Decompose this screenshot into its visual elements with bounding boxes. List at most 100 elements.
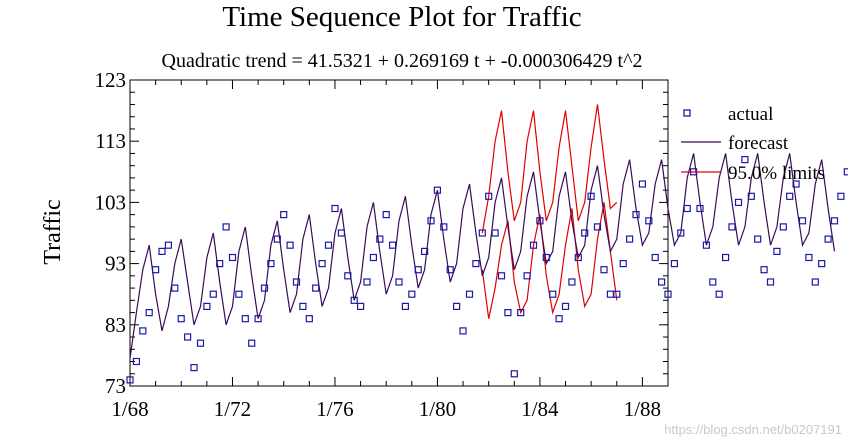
actual-point [837, 192, 845, 200]
actual-point [606, 290, 615, 298]
actual-point [152, 266, 160, 274]
actual-point [164, 241, 172, 249]
legend-actual-marker [683, 109, 691, 117]
legend: actual forecast 95.0% limits [681, 104, 825, 184]
actual-point [779, 223, 787, 231]
actual-point [529, 241, 538, 249]
actual-point [824, 235, 832, 243]
upper-limit-line [481, 104, 618, 234]
actual-point [337, 229, 345, 237]
actual-point [324, 241, 333, 249]
actual-point [267, 260, 275, 268]
actual-point [158, 247, 166, 255]
forecast-line [129, 153, 836, 359]
actual-point [747, 192, 755, 200]
actual-point [504, 309, 512, 317]
actual-point [395, 278, 403, 286]
actual-point [260, 284, 269, 292]
actual-point [478, 229, 486, 237]
actual-point [600, 266, 608, 274]
actual-point [517, 309, 525, 317]
actual-point [171, 284, 179, 292]
actual-point [593, 223, 602, 231]
actual-point [721, 253, 730, 262]
actual-point [561, 302, 570, 310]
actual-point [216, 260, 224, 268]
actual-point [273, 235, 281, 243]
actual-point [792, 180, 800, 188]
actual-point [203, 302, 211, 310]
actual-point [549, 290, 557, 298]
actual-point [728, 223, 736, 231]
actual-point [318, 260, 326, 268]
actual-point [581, 229, 589, 237]
actual-point [702, 241, 711, 249]
x-tick-label: 1/88 [624, 397, 661, 421]
y-tick-label: 123 [95, 68, 127, 92]
chart-title: Time Sequence Plot for Traffic [222, 1, 581, 33]
actual-point [709, 278, 717, 286]
actual-point [280, 211, 288, 219]
actual-point [369, 253, 377, 262]
x-tick-label: 1/72 [214, 397, 251, 421]
actual-point [427, 217, 435, 225]
actual-point [638, 180, 647, 188]
actual-point [453, 302, 461, 310]
actual-point [376, 235, 384, 243]
actual-point [613, 290, 621, 298]
actual-point [773, 247, 781, 255]
actual-point [485, 192, 493, 200]
actual-point [248, 339, 256, 347]
limits-series [481, 104, 618, 319]
actual-point [491, 229, 499, 237]
actual-point [440, 223, 448, 231]
y-tick-label: 93 [105, 252, 126, 276]
actual-point [542, 253, 550, 262]
actual-point [754, 235, 762, 243]
actual-point [459, 327, 467, 335]
actual-point [657, 278, 666, 286]
actual-point [241, 315, 249, 323]
actual-point [401, 302, 409, 310]
actual-point [677, 229, 685, 237]
actual-point [196, 339, 205, 347]
actual-point [472, 260, 480, 268]
plot-border [129, 79, 669, 387]
actual-point [190, 364, 198, 372]
actual-point [132, 357, 140, 366]
actual-point [139, 327, 147, 335]
legend-limits-label: 95.0% limits [728, 163, 825, 184]
actual-point [632, 211, 640, 219]
y-tick-label: 103 [95, 190, 127, 214]
x-tick-label: 1/68 [111, 397, 148, 421]
actual-point [664, 290, 672, 298]
actual-point [350, 296, 358, 304]
y-tick-label: 83 [105, 313, 126, 337]
actual-point [222, 223, 230, 231]
actual-point [286, 241, 294, 249]
actual-point [389, 241, 397, 249]
actual-point [421, 247, 429, 255]
actual-point [254, 315, 262, 323]
actual-point [209, 290, 217, 298]
actual-point [446, 266, 454, 274]
actual-point [786, 192, 794, 200]
x-tick-label: 1/84 [521, 397, 559, 421]
actual-point [555, 315, 563, 323]
actual-point [433, 186, 441, 194]
y-tick-label: 113 [95, 129, 126, 153]
actual-point [760, 266, 768, 274]
actual-point [357, 302, 365, 310]
actual-point [587, 192, 595, 200]
y-axis-label: Traffic [40, 199, 66, 264]
actual-point [363, 278, 371, 286]
y-axis: 73 83 93 103 113 123 [95, 68, 668, 398]
actual-point [683, 204, 691, 213]
actual-point [344, 272, 352, 280]
x-tick-label: 1/80 [419, 397, 456, 421]
actual-point [766, 278, 775, 286]
actual-point [811, 278, 819, 286]
actual-point [670, 260, 679, 268]
actual-point [574, 253, 582, 262]
